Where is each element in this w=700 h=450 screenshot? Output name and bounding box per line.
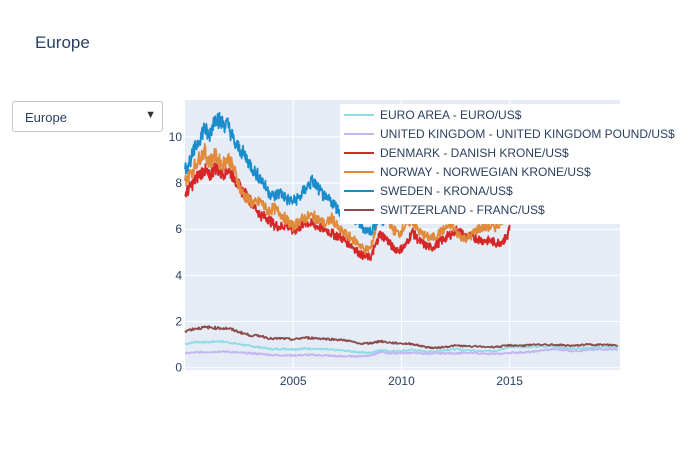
y-tick-label: 2 (175, 315, 182, 329)
legend-label[interactable]: DENMARK - DANISH KRONE/US$ (380, 146, 569, 160)
y-tick-label: 6 (175, 222, 182, 236)
y-axis-ticks: 0 2 4 6 8 10 (169, 130, 183, 375)
legend-background (340, 104, 692, 224)
legend-label[interactable]: SWEDEN - KRONA/US$ (380, 184, 513, 198)
series-line-1 (184, 347, 618, 358)
page-title: Europe (35, 33, 90, 52)
series-line-5 (184, 325, 619, 350)
x-axis-ticks: 2005 2010 2015 (280, 374, 523, 388)
y-tick-label: 0 (175, 361, 182, 375)
region-dropdown[interactable]: Europe ▼ (12, 101, 163, 132)
y-tick-label: 4 (175, 268, 182, 282)
x-tick-label: 2010 (388, 374, 415, 388)
x-tick-label: 2005 (280, 374, 307, 388)
legend-label[interactable]: NORWAY - NORWEGIAN KRONE/US$ (380, 165, 591, 179)
legend-label[interactable]: UNITED KINGDOM - UNITED KINGDOM POUND/US… (380, 127, 675, 141)
legend-label[interactable]: EURO AREA - EURO/US$ (380, 108, 522, 122)
legend-label[interactable]: SWITZERLAND - FRANC/US$ (380, 203, 545, 217)
series-line-2 (184, 162, 511, 262)
legend: EURO AREA - EURO/US$ UNITED KINGDOM - UNI… (340, 104, 692, 224)
series-line-0 (184, 339, 619, 355)
y-tick-label: 10 (169, 130, 183, 144)
x-tick-label: 2015 (496, 374, 523, 388)
y-tick-label: 8 (175, 176, 182, 190)
region-dropdown-value: Europe (25, 110, 67, 125)
triangle-down-icon: ▼ (145, 109, 156, 121)
